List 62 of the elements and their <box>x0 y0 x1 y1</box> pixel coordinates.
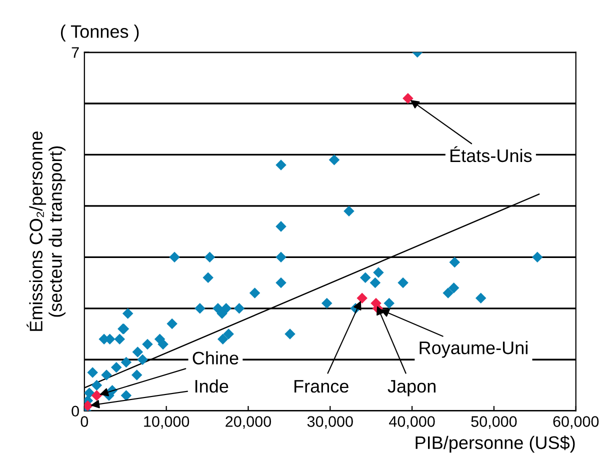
point <box>442 288 454 298</box>
x-tick-label: 20,000 <box>226 416 272 429</box>
point <box>276 221 286 232</box>
point <box>202 272 214 284</box>
point <box>142 338 153 350</box>
x-tick-label: 50,000 <box>471 416 517 429</box>
point <box>448 282 460 294</box>
point <box>217 334 228 345</box>
annotation: France <box>294 380 348 393</box>
point <box>132 346 144 358</box>
point <box>122 308 134 319</box>
point <box>120 390 132 401</box>
point <box>110 362 122 373</box>
point <box>204 252 216 263</box>
point <box>373 267 384 278</box>
annotation: Inde <box>195 379 228 393</box>
point <box>120 356 132 368</box>
point <box>91 390 102 401</box>
x-tick-label: 30,000 <box>307 416 353 429</box>
y-tick-label: 7 <box>72 47 79 58</box>
point <box>249 288 260 298</box>
annotation: Japon <box>388 380 436 396</box>
point <box>356 292 368 304</box>
x-tick-label: 60,000 <box>553 416 599 429</box>
point <box>344 206 354 216</box>
x-tick-label: 40,000 <box>389 416 435 429</box>
point <box>137 354 148 366</box>
point <box>475 292 486 304</box>
y-axis-title: Émissions CO₂/personne (secteur du transport) <box>26 132 66 331</box>
point <box>169 252 180 263</box>
point <box>87 367 98 378</box>
point <box>276 277 286 288</box>
point <box>402 92 414 104</box>
point <box>284 328 296 340</box>
point <box>194 303 206 314</box>
x-tick-label: 0 <box>80 416 88 427</box>
point <box>158 338 168 350</box>
point <box>398 277 408 288</box>
text: ( Tonnes ) <box>60 24 139 42</box>
point <box>101 370 112 380</box>
point <box>84 400 94 411</box>
annotation: États-Unis <box>450 146 532 162</box>
annotation: Chine <box>192 351 238 364</box>
point <box>91 380 102 391</box>
x-axis-title: PIB/personne (US$) <box>416 436 575 453</box>
point <box>360 272 371 284</box>
point <box>276 252 286 263</box>
point <box>131 370 142 380</box>
x-tick-label: 10,000 <box>144 416 190 429</box>
point <box>384 298 394 309</box>
point <box>234 303 245 314</box>
point <box>328 154 340 166</box>
point <box>216 308 228 319</box>
point <box>449 256 460 268</box>
point <box>532 252 543 263</box>
point <box>166 318 178 330</box>
point <box>370 277 381 288</box>
point <box>114 334 126 345</box>
point <box>276 160 286 170</box>
annotation: Royaume-Uni <box>420 340 528 358</box>
point <box>321 298 332 309</box>
point <box>223 328 234 340</box>
